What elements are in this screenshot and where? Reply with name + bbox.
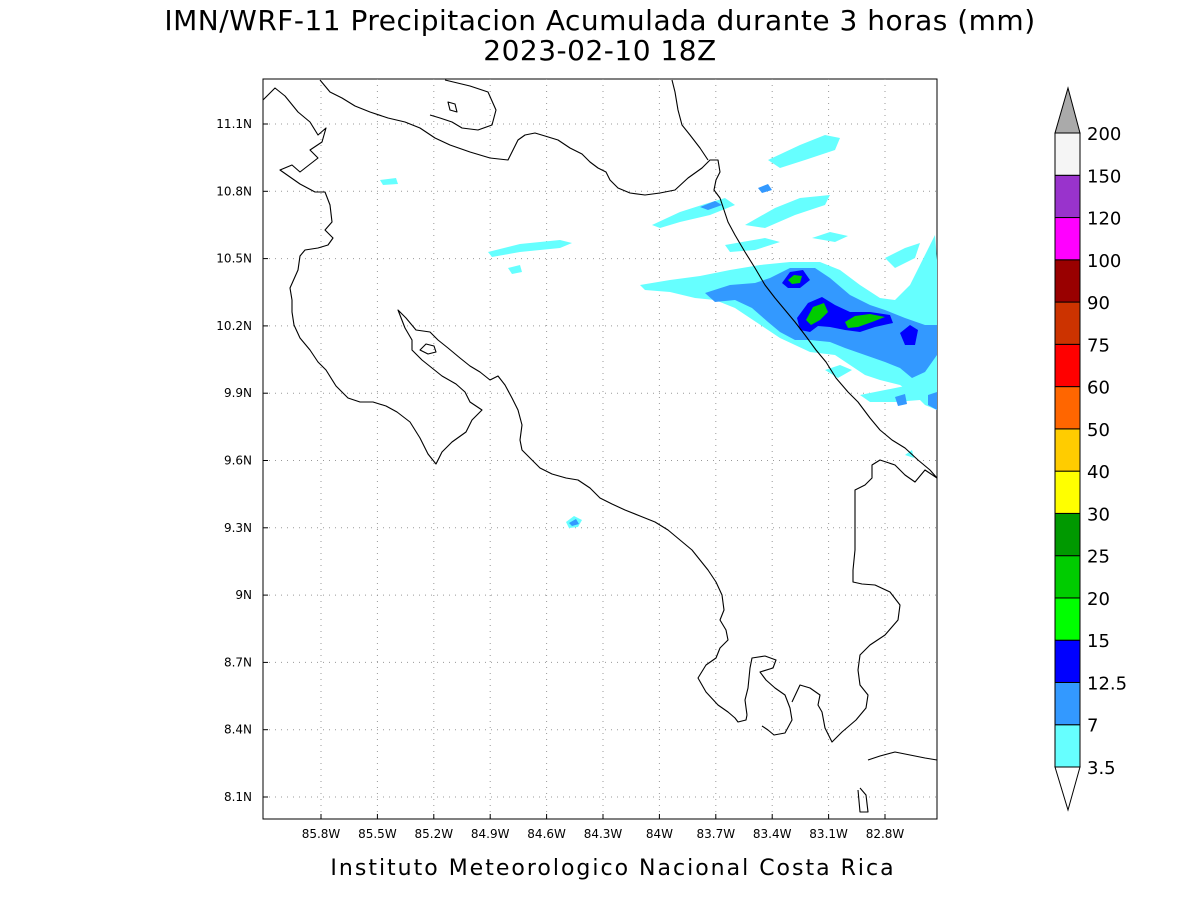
lon-tick-label: 82.8W (866, 827, 905, 841)
colorbar-label: 30 (1087, 504, 1110, 525)
colorbar-label: 7 (1087, 716, 1098, 737)
lat-tick-label: 11.1N (216, 117, 252, 131)
lon-tick-label: 85.8W (302, 827, 341, 841)
lat-tick-label: 9.6N (224, 454, 252, 468)
latitude-tick-labels: 11.1N 10.8N 10.5N 10.2N 9.9N 9.6N 9.3N 9N 8.7N 8.… (216, 117, 252, 804)
colorbar-labels: 3.5 7 12.5 15 20 25 30 40 50 60 75 90 100 120 150 200 (1087, 124, 1127, 779)
coastline-borders (262, 79, 938, 813)
map-frame (262, 78, 938, 820)
colorbar-swatch (1054, 132, 1081, 176)
lat-tick-label: 8.7N (224, 655, 252, 669)
colorbar-label: 50 (1087, 420, 1110, 441)
colorbar-top-arrow (1054, 86, 1081, 134)
colorbar-label: 12.5 (1087, 673, 1127, 694)
colorbar-swatch (1054, 217, 1081, 261)
precipitation-field (380, 135, 937, 528)
colorbar-label: 3.5 (1087, 758, 1116, 779)
lat-tick-label: 9.9N (224, 386, 252, 400)
colorbar-label: 75 (1087, 335, 1110, 356)
colorbar-label: 40 (1087, 462, 1110, 483)
lat-tick-label: 8.4N (224, 723, 252, 737)
lon-tick-label: 83.7W (697, 827, 736, 841)
lat-tick-label: 9.3N (224, 521, 252, 535)
colorbar-label: 25 (1087, 547, 1110, 568)
lat-tick-label: 8.1N (224, 790, 252, 804)
lat-tick-label: 10.5N (216, 252, 252, 266)
lon-tick-label: 84W (646, 827, 673, 841)
colorbar-swatch (1054, 724, 1081, 768)
colorbar-swatch (1054, 343, 1081, 388)
colorbar-swatch (1054, 555, 1081, 599)
colorbar-bottom-arrow (1054, 766, 1081, 812)
colorbar-swatch (1054, 597, 1081, 641)
colorbar: 3.5 7 12.5 15 20 25 30 40 50 60 75 90 100 120 150 200 (1054, 86, 1127, 812)
colorbar-label: 90 (1087, 293, 1110, 314)
map-title: IMN/WRF-11 Precipitacion Acumulada duran… (164, 4, 1036, 37)
colorbar-label: 150 (1087, 166, 1121, 187)
lat-tick-label: 10.8N (216, 184, 252, 198)
lon-tick-label: 84.3W (584, 827, 623, 841)
lon-tick-label: 85.5W (358, 827, 397, 841)
colorbar-swatch (1054, 174, 1081, 219)
colorbar-swatch (1054, 470, 1081, 514)
colorbar-label: 120 (1087, 209, 1121, 230)
colorbar-label: 20 (1087, 589, 1110, 610)
lon-tick-label: 84.9W (471, 827, 510, 841)
colorbar-swatch (1054, 512, 1081, 557)
longitude-tick-labels: 85.8W 85.5W 85.2W 84.9W 84.6W 84.3W 84W 83.7W 83… (302, 827, 905, 841)
footer-credit: Instituto Meteorologico Nacional Costa R… (330, 856, 896, 881)
lon-tick-label: 83.1W (809, 827, 848, 841)
gridlines (263, 79, 937, 819)
lon-tick-label: 85.2W (415, 827, 454, 841)
colorbar-swatch (1054, 301, 1081, 345)
colorbar-label: 60 (1087, 378, 1110, 399)
colorbar-swatch (1054, 639, 1081, 683)
map-datetime: 2023-02-10 18Z (483, 34, 717, 67)
colorbar-swatch (1054, 681, 1081, 726)
colorbar-swatch (1054, 386, 1081, 430)
colorbar-boxes (1054, 132, 1081, 768)
lat-tick-label: 10.2N (216, 319, 252, 333)
colorbar-label: 100 (1087, 251, 1121, 272)
colorbar-swatch (1054, 259, 1081, 303)
lon-tick-label: 83.4W (753, 827, 792, 841)
colorbar-label: 15 (1087, 631, 1110, 652)
colorbar-label: 200 (1087, 124, 1121, 145)
lon-tick-label: 84.6W (527, 827, 566, 841)
lat-tick-label: 9N (235, 588, 252, 602)
colorbar-swatch (1054, 428, 1081, 472)
